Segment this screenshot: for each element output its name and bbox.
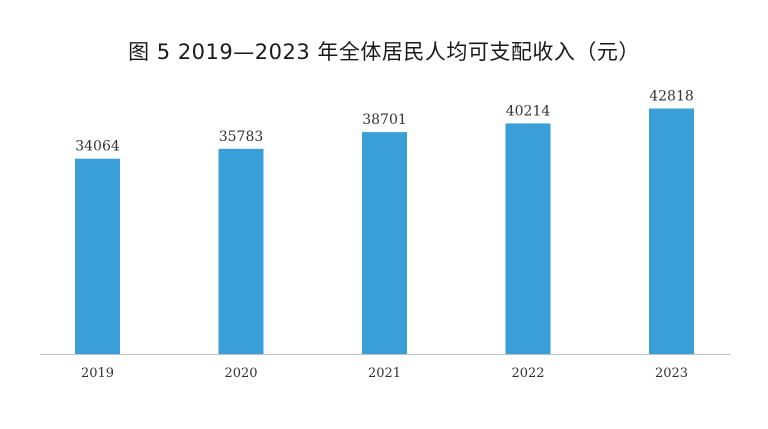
bar-2023	[649, 108, 694, 354]
bar-2019	[75, 158, 120, 354]
value-label-2019: 34064	[75, 139, 120, 155]
value-label-2021: 38701	[362, 112, 407, 128]
x-tick-label-2019: 2019	[81, 366, 114, 381]
x-tick-labels-group: 2019 2020 2021 2022 2023	[81, 366, 688, 381]
x-tick-label-2022: 2022	[511, 366, 544, 381]
chart-title: 图 5 2019—2023 年全体居民人均可支配收入（元）	[128, 40, 640, 64]
bar-2020	[218, 148, 264, 354]
x-tick-label-2020: 2020	[224, 366, 257, 381]
value-label-2022: 40214	[506, 103, 551, 119]
bars-group	[75, 108, 694, 355]
bar-2022	[505, 123, 551, 355]
value-labels-group: 34064 35783 38701 40214 42818	[75, 89, 694, 155]
value-label-2020: 35783	[219, 129, 264, 145]
x-tick-label-2021: 2021	[368, 366, 401, 381]
bar-2021	[362, 132, 407, 354]
value-label-2023: 42818	[649, 89, 694, 105]
x-tick-label-2023: 2023	[655, 366, 688, 381]
